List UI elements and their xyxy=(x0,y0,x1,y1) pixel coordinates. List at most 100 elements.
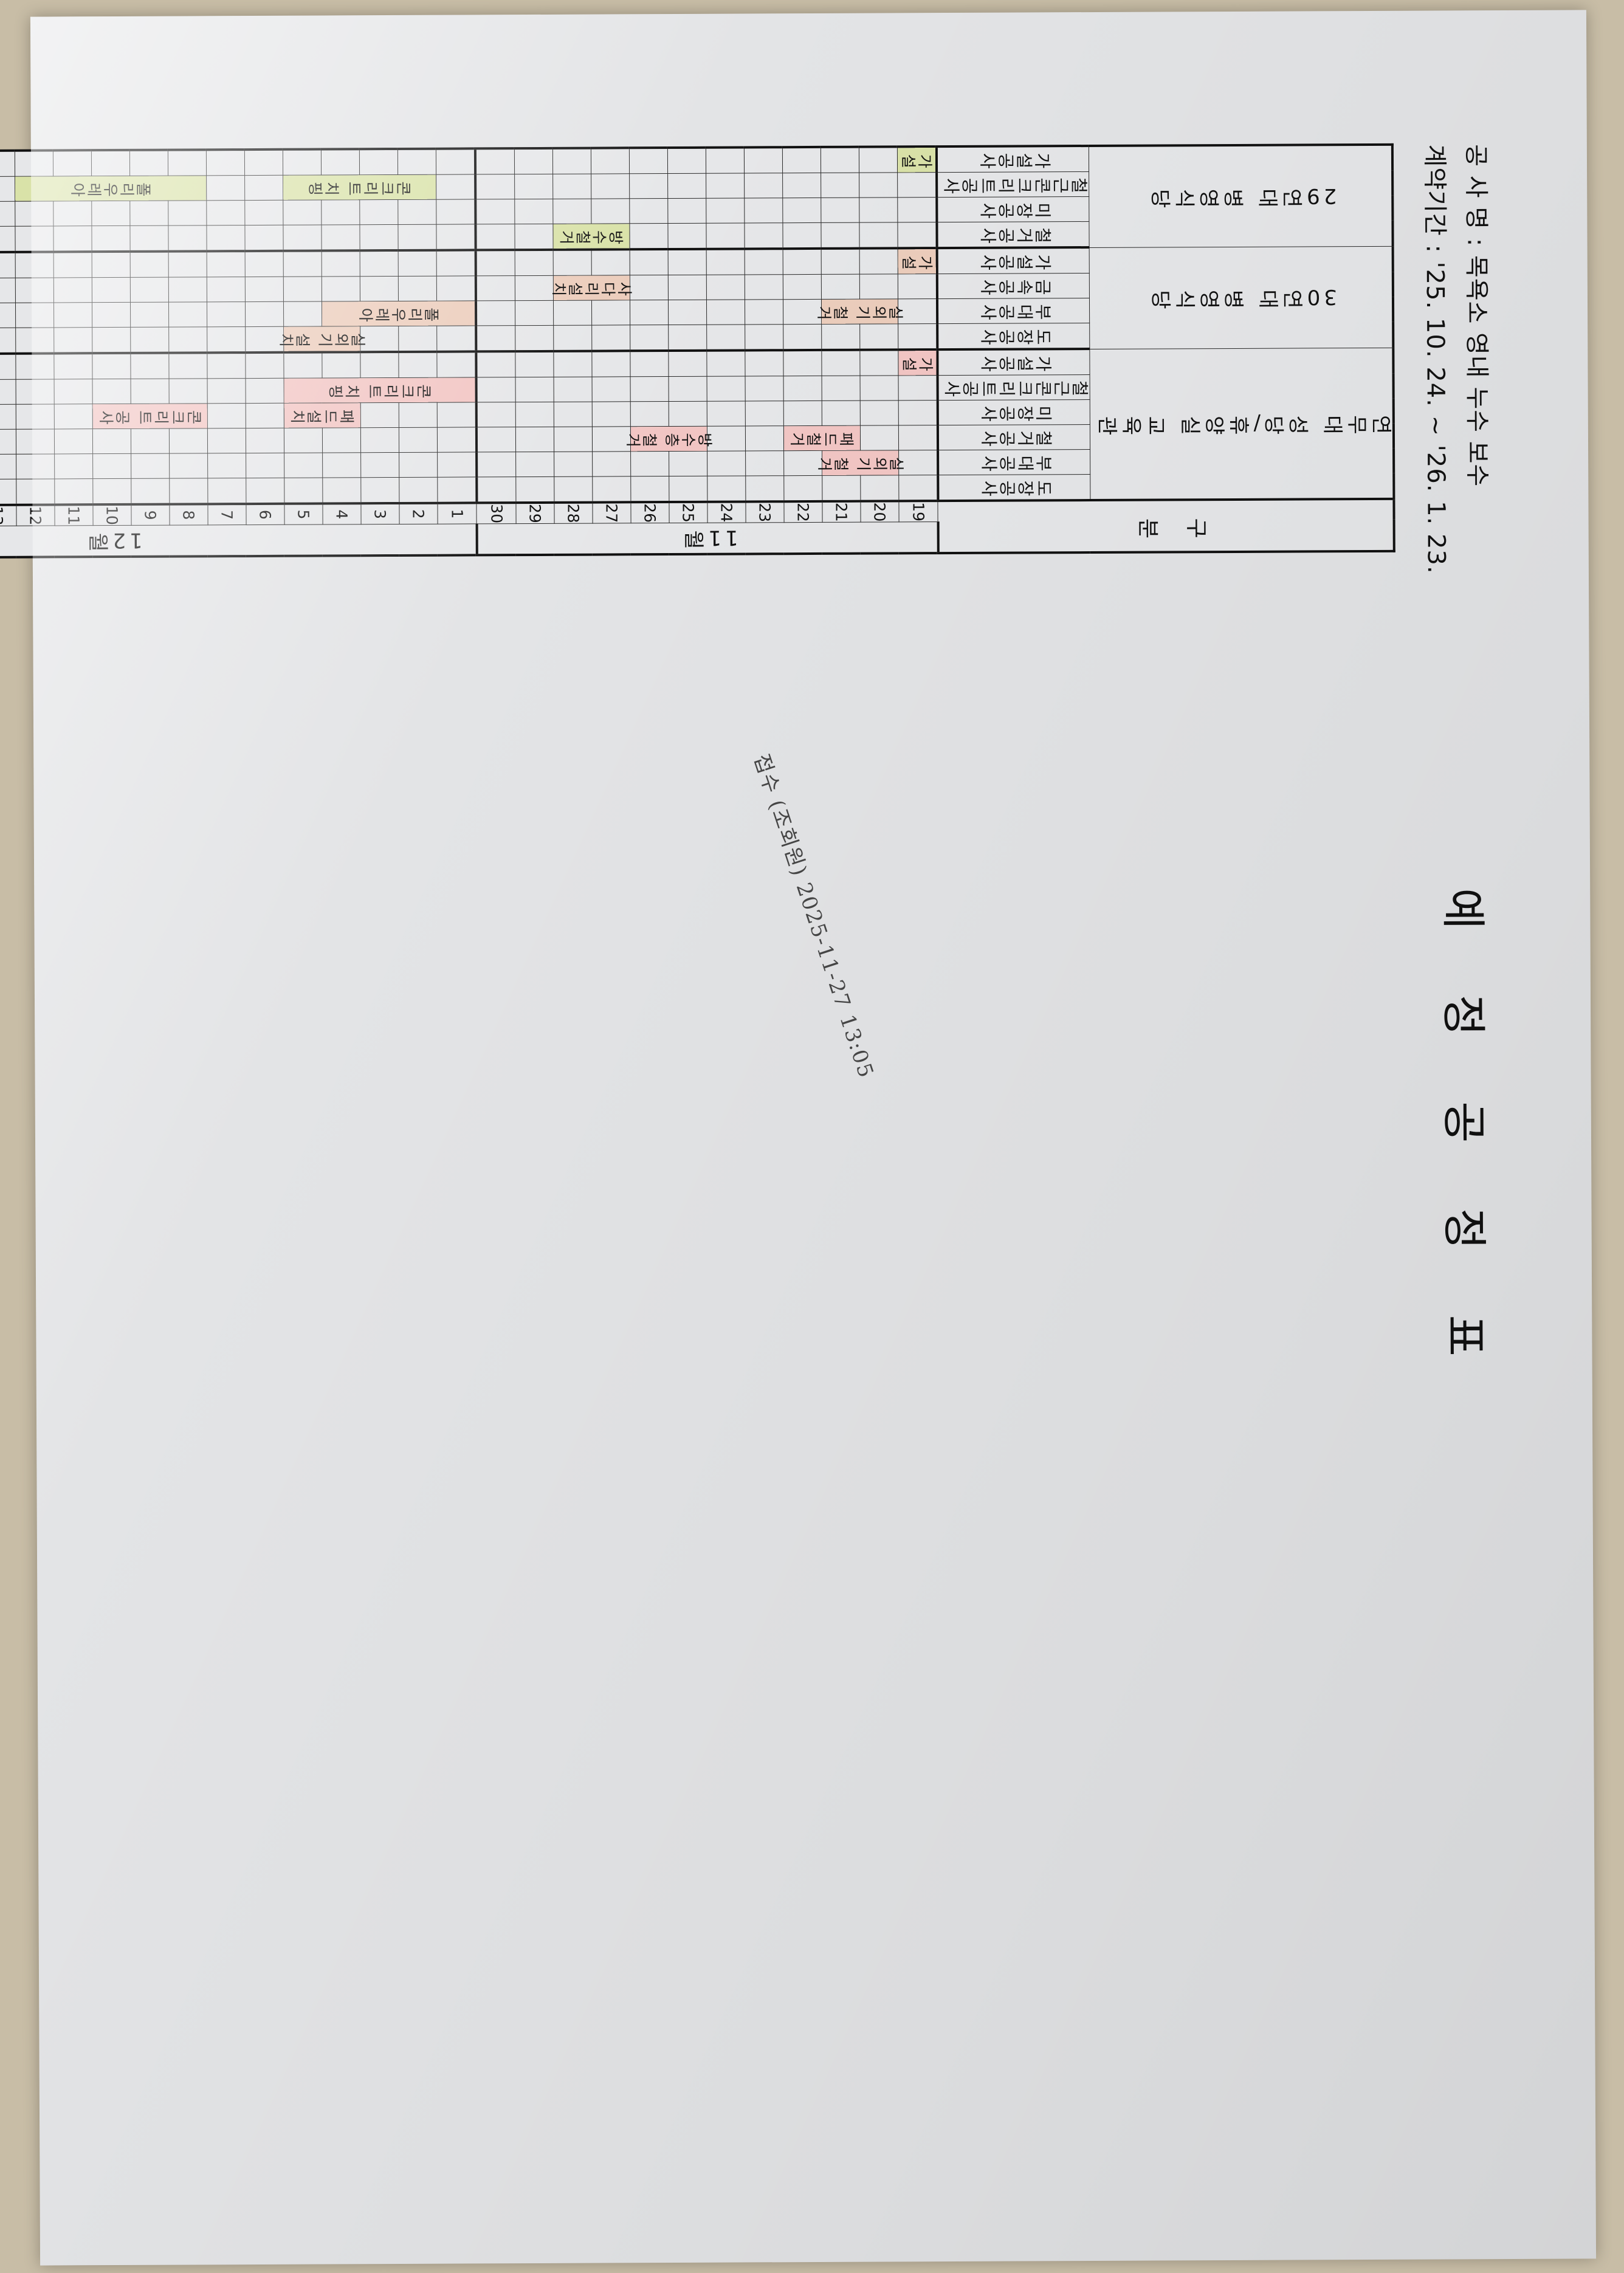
grid-cell[interactable] xyxy=(0,328,16,354)
grid-cell[interactable] xyxy=(707,401,746,427)
grid-cell[interactable] xyxy=(91,225,131,252)
grid-cell[interactable] xyxy=(246,403,284,428)
grid-cell[interactable] xyxy=(245,378,284,404)
grid-cell[interactable] xyxy=(629,173,668,199)
grid-cell[interactable] xyxy=(822,401,861,426)
grid-cell[interactable] xyxy=(15,353,54,380)
grid-cell[interactable] xyxy=(745,324,783,351)
grid-cell[interactable] xyxy=(591,325,630,351)
grid-cell[interactable] xyxy=(707,475,746,502)
gantt-bar[interactable]: 콘크리트 공사 xyxy=(92,403,208,429)
grid-cell[interactable] xyxy=(554,476,593,503)
grid-cell[interactable] xyxy=(53,150,92,176)
grid-cell[interactable] xyxy=(669,451,707,476)
grid-cell[interactable] xyxy=(207,428,246,453)
grid-cell[interactable] xyxy=(706,147,745,174)
grid-cell[interactable] xyxy=(745,350,783,376)
grid-cell[interactable] xyxy=(168,225,207,252)
grid-cell[interactable] xyxy=(706,350,745,377)
grid-cell[interactable] xyxy=(553,351,592,377)
grid-cell[interactable] xyxy=(91,150,130,176)
grid-cell[interactable] xyxy=(553,249,592,276)
grid-cell[interactable] xyxy=(629,148,668,174)
grid-cell[interactable] xyxy=(668,249,707,275)
grid-cell[interactable] xyxy=(591,351,630,377)
grid-cell[interactable] xyxy=(169,478,208,504)
grid-cell[interactable] xyxy=(168,277,207,303)
grid-cell[interactable] xyxy=(821,248,860,275)
grid-cell[interactable] xyxy=(897,197,937,222)
grid-cell[interactable] xyxy=(591,376,631,402)
grid-cell[interactable] xyxy=(397,224,437,250)
grid-cell[interactable] xyxy=(821,146,859,173)
grid-cell[interactable] xyxy=(630,451,669,476)
grid-cell[interactable] xyxy=(15,277,54,303)
grid-cell[interactable] xyxy=(436,174,476,200)
grid-cell[interactable] xyxy=(168,352,207,379)
grid-cell[interactable] xyxy=(859,222,898,249)
grid-cell[interactable] xyxy=(745,425,784,451)
grid-cell[interactable] xyxy=(245,352,284,379)
grid-cell[interactable] xyxy=(130,251,169,278)
grid-cell[interactable] xyxy=(668,325,707,351)
grid-cell[interactable] xyxy=(668,350,707,377)
grid-cell[interactable] xyxy=(669,401,707,427)
grid-cell[interactable] xyxy=(168,150,207,176)
grid-cell[interactable] xyxy=(399,452,438,478)
grid-cell[interactable] xyxy=(821,324,860,350)
grid-cell[interactable] xyxy=(169,428,208,454)
grid-cell[interactable] xyxy=(15,302,54,328)
grid-cell[interactable] xyxy=(244,175,283,201)
grid-cell[interactable] xyxy=(283,301,322,327)
grid-cell[interactable] xyxy=(629,223,669,250)
grid-cell[interactable] xyxy=(591,300,630,326)
grid-cell[interactable] xyxy=(359,224,399,251)
grid-cell[interactable] xyxy=(131,428,170,454)
grid-cell[interactable] xyxy=(437,427,477,453)
grid-cell[interactable] xyxy=(207,453,246,478)
grid-cell[interactable] xyxy=(782,198,821,223)
grid-cell[interactable] xyxy=(0,429,16,455)
grid-cell[interactable] xyxy=(15,379,55,405)
grid-cell[interactable] xyxy=(437,402,477,428)
grid-cell[interactable] xyxy=(322,250,360,277)
grid-cell[interactable] xyxy=(360,250,399,277)
grid-cell[interactable] xyxy=(821,274,860,300)
grid-cell[interactable] xyxy=(745,401,784,426)
grid-cell[interactable] xyxy=(92,379,131,404)
grid-cell[interactable] xyxy=(475,148,515,174)
grid-cell[interactable] xyxy=(859,273,898,300)
gantt-bar[interactable]: 폴리우레아 xyxy=(322,300,477,327)
grid-cell[interactable] xyxy=(0,150,15,177)
grid-cell[interactable] xyxy=(436,325,477,352)
grid-cell[interactable] xyxy=(668,275,707,300)
grid-cell[interactable] xyxy=(897,222,937,249)
grid-cell[interactable] xyxy=(15,225,54,252)
grid-cell[interactable] xyxy=(168,200,207,226)
grid-cell[interactable] xyxy=(322,276,360,302)
grid-cell[interactable] xyxy=(53,353,92,379)
gantt-bar[interactable]: 실외기 설치 xyxy=(278,326,366,352)
grid-cell[interactable] xyxy=(706,173,745,199)
grid-cell[interactable] xyxy=(130,327,169,353)
grid-cell[interactable] xyxy=(859,349,898,376)
grid-cell[interactable] xyxy=(359,199,398,225)
grid-cell[interactable] xyxy=(207,251,246,277)
grid-cell[interactable] xyxy=(745,376,784,401)
grid-cell[interactable] xyxy=(244,149,283,176)
grid-cell[interactable] xyxy=(131,478,170,504)
grid-cell[interactable] xyxy=(859,146,898,173)
grid-cell[interactable] xyxy=(360,452,399,478)
grid-cell[interactable] xyxy=(630,275,669,300)
grid-cell[interactable] xyxy=(53,302,92,328)
grid-cell[interactable] xyxy=(207,478,246,504)
grid-cell[interactable] xyxy=(284,453,323,478)
grid-cell[interactable] xyxy=(821,349,860,376)
grid-cell[interactable] xyxy=(860,475,899,501)
grid-cell[interactable] xyxy=(130,352,169,379)
grid-cell[interactable] xyxy=(475,300,515,326)
grid-cell[interactable] xyxy=(476,325,515,352)
grid-cell[interactable] xyxy=(244,200,283,225)
grid-cell[interactable] xyxy=(0,353,16,380)
grid-cell[interactable] xyxy=(398,351,437,378)
